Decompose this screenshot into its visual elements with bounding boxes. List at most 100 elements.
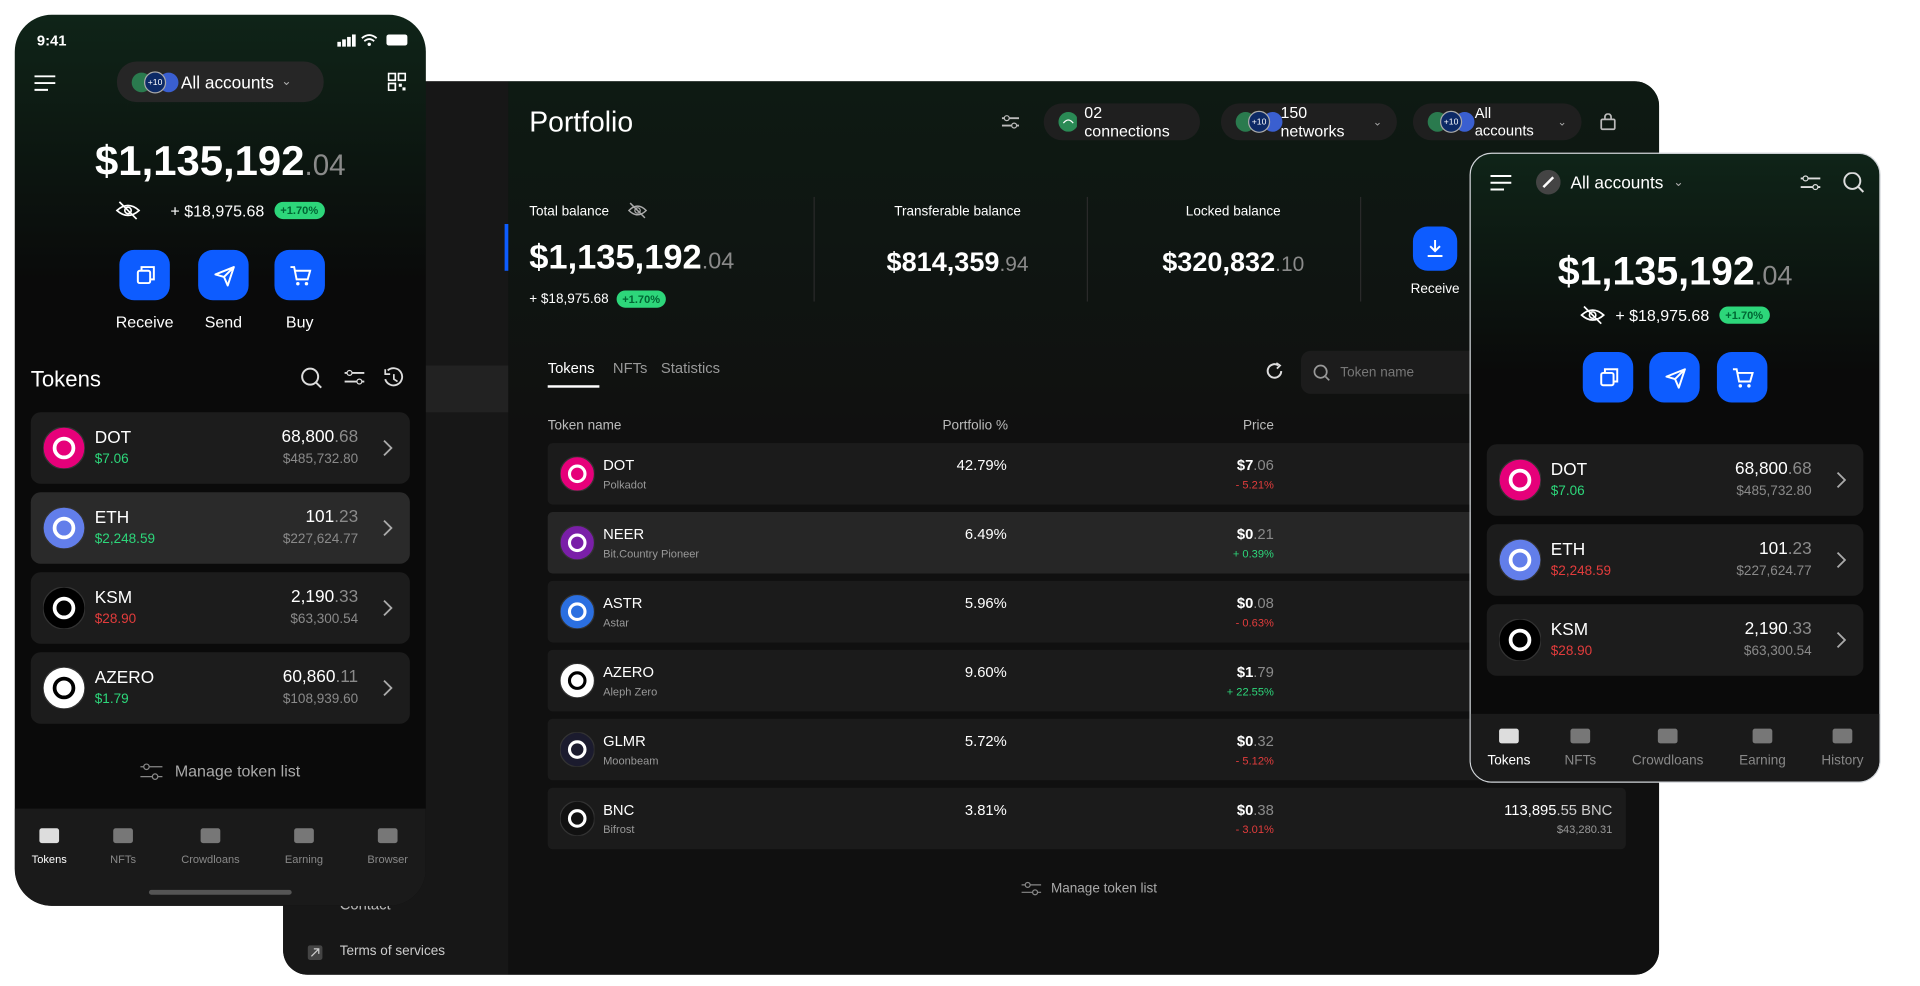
action-button[interactable] [1649,352,1700,403]
row-change: - 0.63% [1235,616,1274,629]
networks-pill[interactable]: +10 150 networks ⌄ [1220,103,1397,141]
accounts-pill[interactable]: +10 All accounts ⌄ [1412,103,1582,141]
nav-label[interactable]: Crowdloans [1631,753,1704,769]
table-row[interactable] [547,787,1626,850]
token-icon [43,427,85,469]
avatar-group: +10 [131,70,179,93]
action-button[interactable] [198,249,249,301]
amount-dec: .33 [1787,617,1812,638]
row-change: - 5.12% [1235,754,1274,767]
connections-pill[interactable]: 02 connections [1043,103,1201,141]
nav-icon-svg [1657,728,1678,744]
sidebar-item[interactable]: Terms of services [339,944,446,959]
change-row: + $18,975.68 +1.70% [1471,305,1880,325]
nav-label[interactable]: Earning [1739,753,1786,769]
nav-label[interactable]: Crowdloans [181,852,240,866]
search-box[interactable]: Token name [1300,350,1498,394]
transferable-dec: .94 [999,252,1029,276]
token-row[interactable] [30,652,410,724]
bottom-nav [1470,713,1880,782]
action-button[interactable] [274,249,325,301]
nav-label[interactable]: Tokens [31,852,67,866]
token-row[interactable] [1486,604,1864,676]
total-value: $1,135,192.04 [529,238,734,277]
row-symbol: GLMR [603,732,646,750]
nav-label[interactable]: NFTs [110,852,137,866]
token-icon-svg [1499,539,1541,581]
manage-icon [1021,881,1042,896]
bottom-nav [14,808,426,906]
hide-icon[interactable] [116,201,141,221]
action-icon [1732,367,1754,387]
pct-badge: +1.70% [1719,306,1770,324]
column-header: Token name [547,418,622,434]
token-row[interactable] [1486,444,1864,516]
token-price: $28.90 [1550,643,1593,659]
amount-dec: .68 [1787,457,1812,478]
receive-button[interactable] [1412,226,1458,271]
table-row[interactable] [547,580,1626,643]
hide-icon[interactable] [1580,305,1606,325]
refresh-icon[interactable] [1265,362,1283,380]
table-row[interactable] [547,649,1626,712]
row-symbol: AZERO [603,663,654,681]
locked-main: $320,832 [1162,246,1276,277]
price-dec: .08 [1253,594,1274,612]
menu-icon[interactable] [34,75,56,91]
token-price: $2,248.59 [1550,563,1612,579]
table-row[interactable] [547,512,1626,574]
token-row[interactable] [1486,524,1864,596]
transferable-label: Transferable balance [894,204,1021,220]
nav-icon [199,826,221,846]
token-price: $7.06 [1550,483,1585,499]
account-pill[interactable]: +10 All accounts ⌄ [116,61,324,103]
divider [813,196,815,302]
action-button[interactable] [1582,352,1634,403]
sidebar-highlight [418,365,509,413]
filter-icon[interactable] [1001,114,1020,129]
connections-text: 02 connections [1084,103,1170,141]
account-selector[interactable]: All accounts ⌄ [1536,169,1684,195]
token-tools[interactable] [300,367,411,389]
lock-icon[interactable] [1600,113,1616,131]
manage-link[interactable]: Manage token list [15,762,426,780]
hide-icon[interactable] [627,202,648,219]
tab[interactable]: Statistics [660,359,721,377]
row-price: $1.79 [1151,663,1274,680]
mobile-phone: 9:41 +10 All accounts ⌄ $1,135,192.04 + $1… [14,14,426,906]
table-row[interactable] [547,443,1626,505]
nav-label[interactable]: Browser [367,852,409,866]
balance: $1,135,192.04 [1471,249,1880,295]
qr-icon[interactable] [387,72,407,92]
token-amount: 101.23 [1487,538,1812,558]
nav-icon [293,826,315,846]
token-price: $28.90 [94,611,137,627]
menu-icon[interactable] [1490,175,1512,191]
tools[interactable] [1800,172,1875,194]
action-button[interactable] [1716,352,1768,403]
tab[interactable]: Tokens [547,359,595,377]
manage-link[interactable]: Manage token list [966,881,1212,896]
action-button[interactable] [119,249,170,301]
nav-icon [1751,726,1773,746]
action-label: Receive [115,312,174,332]
token-row[interactable] [30,492,410,564]
nav-label[interactable]: NFTs [1564,753,1597,769]
connect-icon [1058,112,1077,132]
link-icon [307,945,323,961]
total-main: $1,135,192 [529,237,702,276]
price-dec: .21 [1253,525,1274,543]
nav-label[interactable]: Earning [284,852,324,866]
price-dec: .38 [1253,801,1274,819]
token-row[interactable] [30,412,410,484]
row-name: Bit.Country Pioneer [603,547,700,561]
token-row[interactable] [30,572,410,644]
token-icon [43,667,85,709]
tab[interactable]: NFTs [612,359,648,377]
nav-label[interactable]: Tokens [1487,753,1531,769]
chevron [1836,551,1847,569]
nav-label[interactable]: History [1821,753,1864,769]
transferable-main: $814,359 [886,246,1000,277]
table-row[interactable] [547,718,1626,781]
account-avatar [1536,169,1561,195]
